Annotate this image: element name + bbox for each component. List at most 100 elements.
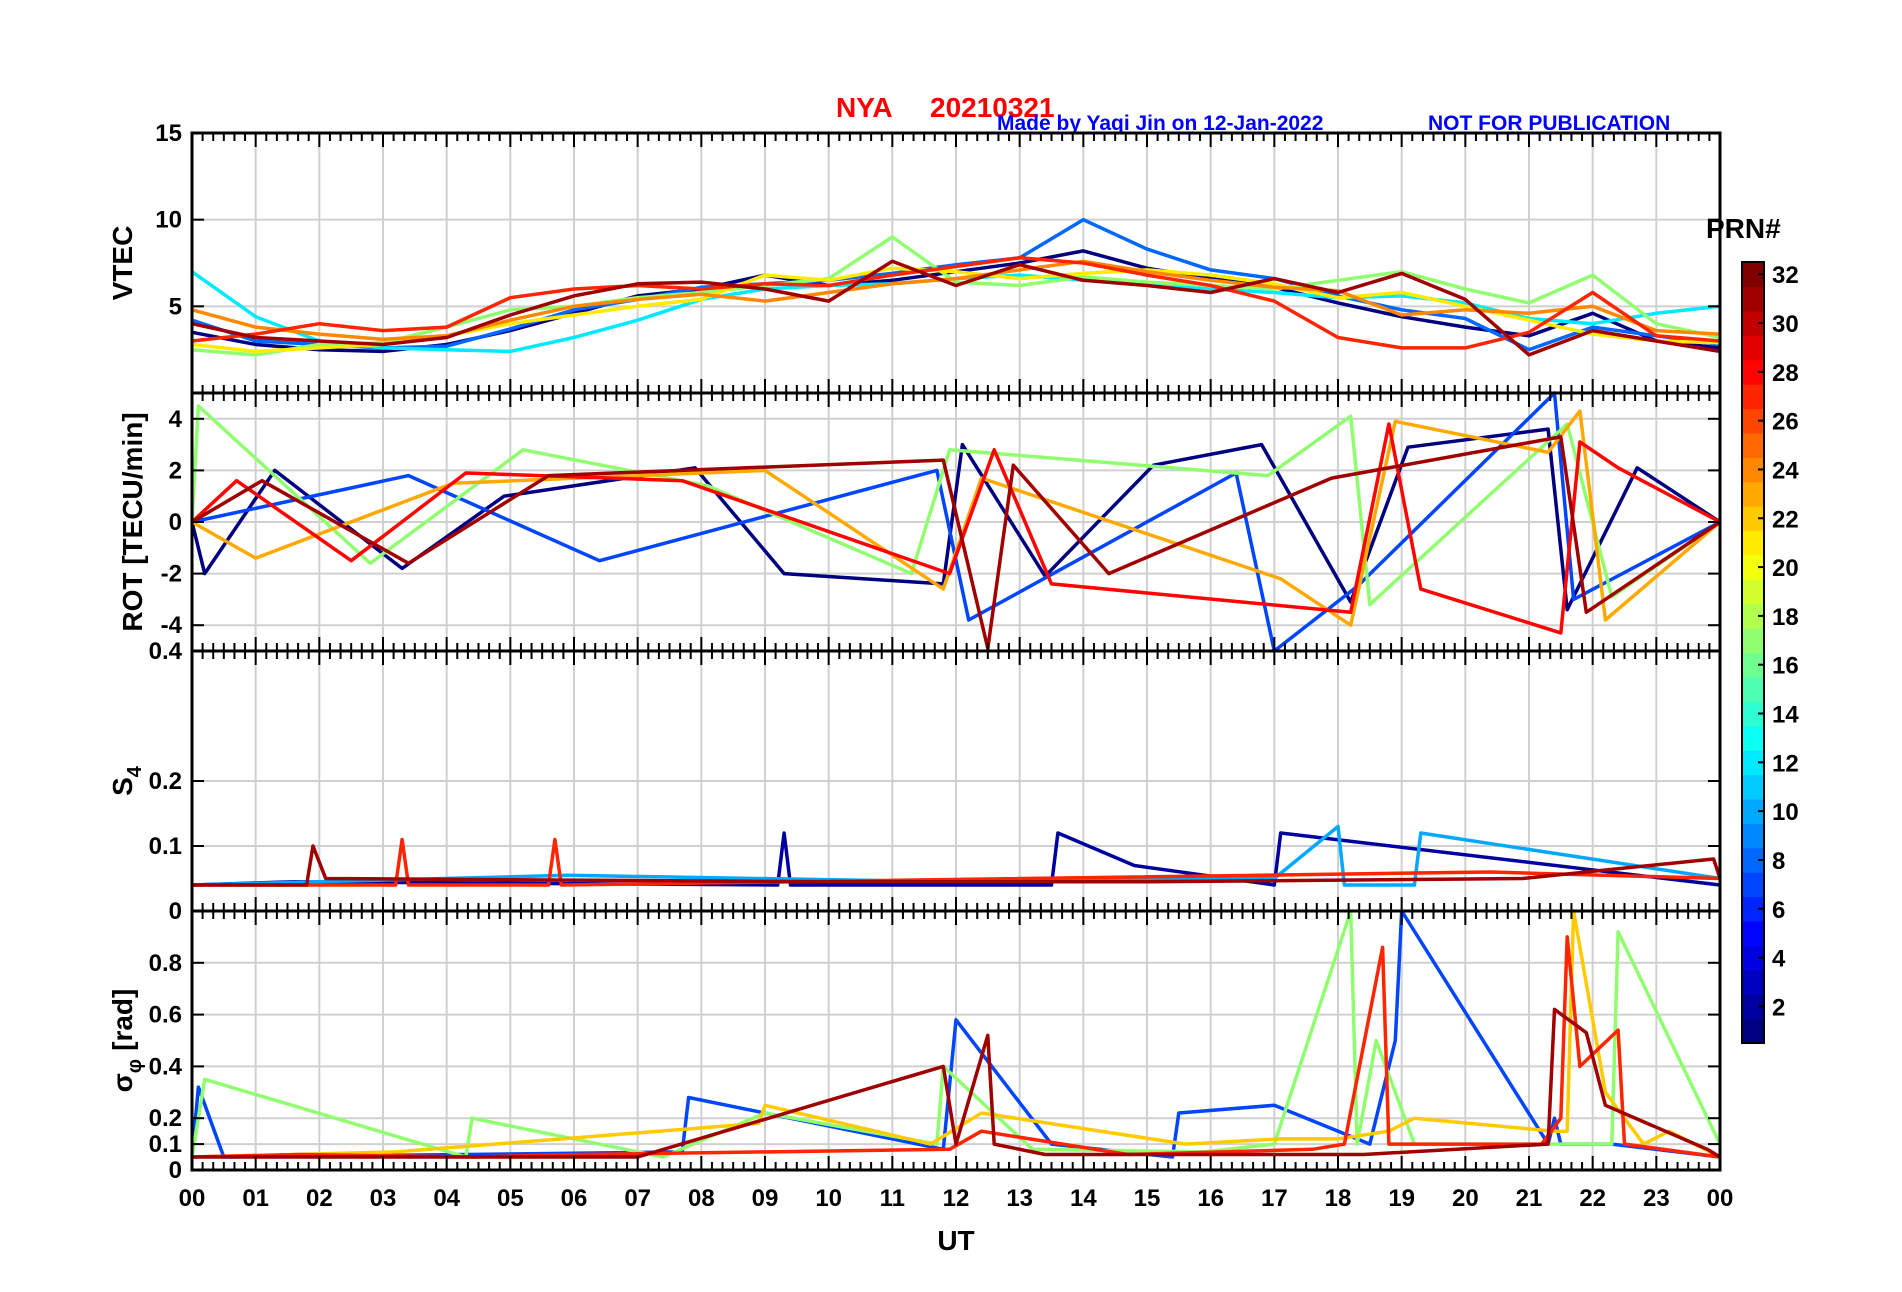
colorbar-segment <box>1742 1018 1764 1044</box>
chart-notice: NOT FOR PUBLICATION <box>1428 112 1670 135</box>
colorbar-segment <box>1742 335 1764 361</box>
y-tick-label: 0 <box>169 898 182 925</box>
series-line-prn-31 <box>192 844 1722 887</box>
series-line-prn-27 <box>191 935 1721 1159</box>
x-tick-label: 04 <box>433 1185 460 1212</box>
x-tick-label: 00 <box>179 1185 206 1212</box>
colorbar-segment <box>1742 408 1764 434</box>
x-tick-label: 08 <box>688 1185 715 1212</box>
panel-frame <box>190 909 1722 1172</box>
y-axis-label-text: S <box>107 777 138 796</box>
x-tick-label: 09 <box>752 1185 779 1212</box>
chart-credit: Made by Yaqi Jin on 12-Jan-2022 <box>997 112 1323 135</box>
colorbar-segment <box>1742 506 1764 532</box>
y-tick-label: 2 <box>169 457 182 484</box>
x-axis-label: UT <box>937 1225 974 1256</box>
colorbar-segment <box>1742 701 1764 727</box>
y-tick-label: 0.1 <box>149 833 182 860</box>
series-line-prn-7 <box>190 909 1721 1159</box>
y-tick-label: 0 <box>169 509 182 536</box>
colorbar-tick-label: 10 <box>1772 799 1799 826</box>
y-tick-label: 10 <box>155 207 182 234</box>
x-tick-label: 14 <box>1070 1185 1097 1212</box>
y-tick-label: 0.8 <box>149 950 182 977</box>
chart-title-date: 20210321 <box>930 92 1055 123</box>
chart-title-station: NYA <box>836 92 893 123</box>
x-tick-label: 02 <box>306 1185 333 1212</box>
colorbar-segment <box>1742 896 1764 922</box>
colorbar-tick-label: 32 <box>1772 262 1799 289</box>
colorbar-label: PRN# <box>1706 213 1781 244</box>
colorbar-segment <box>1742 652 1764 678</box>
series-line-prn-31 <box>191 435 1721 651</box>
colorbar-tick-label: 24 <box>1772 457 1799 484</box>
x-tick-label: 00 <box>1707 1185 1734 1212</box>
x-tick-label: 10 <box>815 1185 842 1212</box>
colorbar-segment <box>1742 994 1764 1020</box>
colorbar-segment <box>1742 969 1764 995</box>
y-tick-label: 0.4 <box>149 1053 183 1080</box>
colorbar-segment <box>1742 481 1764 507</box>
y-tick-label: 0.4 <box>149 638 183 665</box>
colorbar-segment <box>1742 823 1764 849</box>
colorbar-segment <box>1742 286 1764 312</box>
colorbar-segment <box>1742 847 1764 873</box>
y-axis-label-subscript: φ <box>124 1059 146 1073</box>
x-tick-label: 07 <box>624 1185 651 1212</box>
colorbar-tick-label: 18 <box>1772 604 1799 631</box>
x-tick-label: 11 <box>880 1185 905 1212</box>
y-axis-label-subscript: 4 <box>124 765 146 777</box>
colorbar-tick-label: 2 <box>1772 994 1785 1021</box>
colorbar-tick-label: 4 <box>1772 946 1786 973</box>
y-tick-label: 4 <box>169 406 183 433</box>
series-line-prn-31 <box>192 1007 1721 1159</box>
colorbar-segment <box>1742 628 1764 654</box>
colorbar-segment <box>1742 457 1764 483</box>
colorbar-tick-label: 30 <box>1772 311 1799 338</box>
y-tick-label: 0.2 <box>149 768 182 795</box>
x-tick-label: 03 <box>370 1185 397 1212</box>
x-tick-label: 21 <box>1516 1185 1543 1212</box>
colorbar-segment <box>1742 579 1764 605</box>
x-tick-label: 17 <box>1261 1185 1288 1212</box>
y-axis-label-text: σ <box>107 1073 138 1092</box>
y-axis-label: S4 <box>107 765 146 796</box>
y-tick-label: 0 <box>169 1157 182 1184</box>
colorbar-segment <box>1742 798 1764 824</box>
y-axis-label-text: ROT [TECU/min] <box>117 412 148 631</box>
colorbar-segment <box>1742 432 1764 458</box>
colorbar-segment <box>1742 872 1764 898</box>
colorbar-segment <box>1742 603 1764 629</box>
series-line-prn-17 <box>190 404 1721 607</box>
colorbar-tick-label: 26 <box>1772 409 1799 436</box>
colorbar-tick-label: 14 <box>1772 702 1799 729</box>
colorbar-segment <box>1742 530 1764 556</box>
colorbar-segment <box>1742 554 1764 580</box>
colorbar-tick-label: 12 <box>1772 750 1799 777</box>
colorbar-segment <box>1742 262 1764 288</box>
y-tick-label: 15 <box>155 120 182 147</box>
x-tick-label: 18 <box>1325 1185 1352 1212</box>
series-line-prn-10 <box>191 824 1721 887</box>
y-tick-label: -2 <box>161 561 182 588</box>
colorbar-tick-label: 22 <box>1772 506 1799 533</box>
x-tick-label: 05 <box>497 1185 524 1212</box>
x-tick-label: 23 <box>1643 1185 1670 1212</box>
colorbar-tick-label: 8 <box>1772 848 1785 875</box>
colorbar-segment <box>1742 945 1764 971</box>
colorbar-segment <box>1742 774 1764 800</box>
panel-2: 0 0.1 0.2 0.4 S4 <box>107 638 1722 925</box>
y-axis-label: VTEC <box>107 226 138 301</box>
y-tick-label: 5 <box>169 293 182 320</box>
series-line-prn-8 <box>191 217 1721 352</box>
x-tick-label: 19 <box>1388 1185 1415 1212</box>
x-tick-label: 20 <box>1452 1185 1479 1212</box>
series-line-prn-27 <box>191 256 1721 350</box>
colorbar-segment <box>1742 676 1764 702</box>
y-axis-label: ROT [TECU/min] <box>117 412 148 631</box>
colorbar-segment <box>1742 310 1764 336</box>
y-axis-label-text: VTEC <box>107 226 138 301</box>
